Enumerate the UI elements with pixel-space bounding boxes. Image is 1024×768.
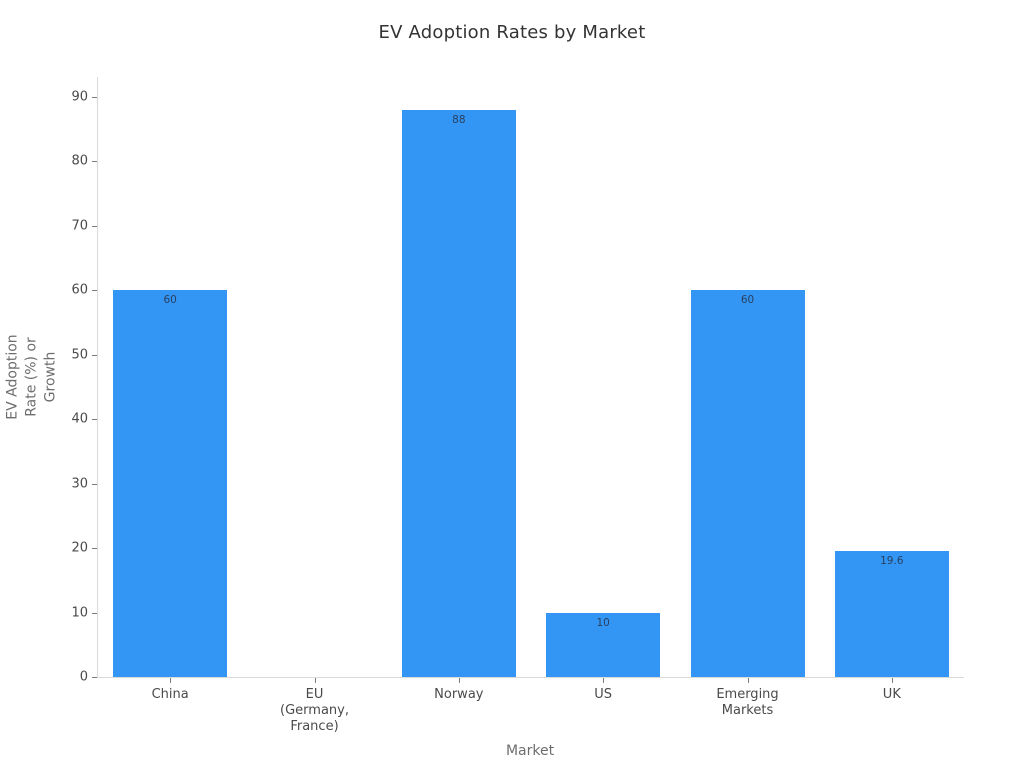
y-tick-label: 70 [71, 218, 88, 234]
x-tick-label: Emerging Markets [716, 687, 778, 719]
x-tick-mark [747, 678, 749, 683]
y-tick-mark [92, 677, 97, 678]
y-tick-mark [92, 483, 97, 485]
x-axis-title: Market [505, 743, 555, 759]
y-tick-label: 20 [71, 540, 88, 556]
y-tick-mark [92, 225, 97, 227]
x-tick-label-line: China [151, 687, 189, 702]
bar-china: 60 [113, 290, 228, 677]
y-tick-label: 30 [71, 476, 88, 492]
y-tick-label: 60 [71, 282, 88, 298]
bar-value-label: 10 [596, 616, 610, 629]
y-tick-mark [92, 354, 97, 356]
x-tick-label-line: EU [305, 687, 324, 702]
y-tick-mark [92, 96, 97, 98]
x-tick-mark [170, 678, 172, 683]
bar-emerging-markets: 60 [690, 290, 805, 677]
x-tick-label: UK [883, 687, 901, 703]
x-tick-label-line: Emerging [716, 687, 779, 702]
x-tick-label: EU (Germany, France) [280, 687, 349, 735]
y-axis-title-line: EV Adoption [4, 334, 21, 420]
x-tick-mark [314, 678, 316, 683]
x-tick-mark [603, 678, 605, 683]
x-tick-label-line: Norway [434, 687, 484, 702]
y-axis-title-line: Rate (%) or [23, 337, 40, 417]
y-tick-label: 10 [71, 605, 88, 621]
y-tick-label: 50 [71, 347, 88, 363]
y-tick-mark [92, 612, 97, 614]
y-axis-title: EV Adoption Rate (%) or Growth [4, 334, 61, 419]
bar-norway: 88 [401, 109, 516, 677]
x-tick-label: US [594, 687, 612, 703]
y-tick-label: 40 [71, 411, 88, 427]
y-axis-title-line: Growth [42, 351, 59, 403]
x-tick-label-line: UK [882, 687, 901, 702]
bar-value-label: 19.6 [880, 554, 904, 567]
y-tick-label: 90 [71, 89, 88, 105]
bar-value-label: 88 [452, 113, 466, 126]
bar-us: 10 [546, 612, 661, 677]
bar-uk: 19.6 [834, 550, 949, 677]
x-tick-label: Norway [434, 687, 483, 703]
y-tick-mark [92, 161, 97, 163]
y-tick-mark [92, 290, 97, 292]
x-tick-label: China [152, 687, 189, 703]
y-tick-mark [92, 419, 97, 421]
y-tick-mark [92, 548, 97, 550]
x-tick-mark [458, 678, 460, 683]
x-tick-label-line: US [594, 687, 613, 702]
y-tick-label: 0 [79, 669, 88, 685]
x-tick-label-line: Markets [721, 703, 774, 718]
chart-title: EV Adoption Rates by Market [378, 22, 646, 43]
bar-value-label: 60 [163, 294, 177, 307]
x-tick-label-line: France) [290, 719, 339, 734]
plot-area: 0 10 20 30 40 50 60 70 80 90 60 88 10 60 19.6 China EU… [71, 77, 964, 734]
y-tick-label: 80 [71, 153, 88, 169]
bar-value-label: 60 [740, 294, 755, 307]
x-tick-label-line: (Germany, [280, 703, 349, 718]
x-tick-mark [891, 678, 893, 683]
